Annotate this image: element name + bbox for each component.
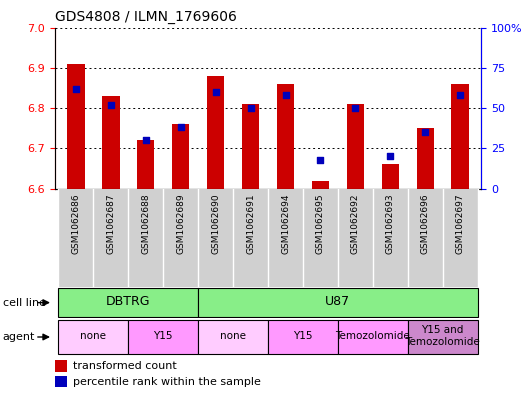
Point <box>316 156 325 163</box>
Text: GSM1062690: GSM1062690 <box>211 193 220 254</box>
Bar <box>163 189 198 287</box>
Text: GSM1062688: GSM1062688 <box>141 193 150 254</box>
Text: Temozolomide: Temozolomide <box>335 331 410 341</box>
Text: cell line: cell line <box>3 298 46 308</box>
Text: Y15 and
Temozolomide: Y15 and Temozolomide <box>405 325 480 347</box>
Bar <box>347 104 364 189</box>
Text: none: none <box>220 331 246 341</box>
Text: U87: U87 <box>325 296 350 309</box>
Bar <box>55 360 67 372</box>
Text: percentile rank within the sample: percentile rank within the sample <box>73 376 260 387</box>
Bar <box>93 189 128 287</box>
Bar <box>451 84 469 189</box>
Bar <box>268 320 338 354</box>
Bar <box>443 189 477 287</box>
Point <box>142 137 150 143</box>
Bar <box>408 189 443 287</box>
Bar <box>242 104 259 189</box>
Bar <box>382 165 399 189</box>
Bar <box>268 189 303 287</box>
Text: GSM1062695: GSM1062695 <box>316 193 325 254</box>
Bar <box>67 64 85 189</box>
Point <box>246 105 255 111</box>
Bar <box>59 189 93 287</box>
Text: GDS4808 / ILMN_1769606: GDS4808 / ILMN_1769606 <box>55 10 237 24</box>
Text: GSM1062691: GSM1062691 <box>246 193 255 254</box>
Text: agent: agent <box>3 332 35 342</box>
Bar <box>338 189 373 287</box>
Text: GSM1062696: GSM1062696 <box>421 193 430 254</box>
Text: none: none <box>81 331 106 341</box>
Bar <box>373 189 408 287</box>
Bar <box>338 320 408 354</box>
Bar <box>408 320 477 354</box>
Text: DBTRG: DBTRG <box>106 296 151 309</box>
Point <box>176 124 185 130</box>
Bar <box>137 140 154 189</box>
Bar <box>128 189 163 287</box>
Text: Y15: Y15 <box>293 331 313 341</box>
Text: GSM1062694: GSM1062694 <box>281 193 290 254</box>
Text: GSM1062697: GSM1062697 <box>456 193 465 254</box>
Bar <box>59 320 128 354</box>
Bar <box>59 288 198 317</box>
Bar <box>312 181 329 189</box>
Bar <box>416 128 434 189</box>
Bar <box>102 96 120 189</box>
Point <box>281 92 290 98</box>
Bar <box>277 84 294 189</box>
Point <box>386 153 394 160</box>
Point <box>456 92 464 98</box>
Bar <box>303 189 338 287</box>
Point <box>211 89 220 95</box>
Point <box>72 86 80 92</box>
Bar <box>198 320 268 354</box>
Text: transformed count: transformed count <box>73 361 177 371</box>
Text: GSM1062687: GSM1062687 <box>106 193 115 254</box>
Bar <box>207 76 224 189</box>
Bar <box>128 320 198 354</box>
Text: GSM1062692: GSM1062692 <box>351 193 360 254</box>
Bar <box>55 376 67 387</box>
Point <box>351 105 360 111</box>
Text: GSM1062686: GSM1062686 <box>71 193 81 254</box>
Point <box>107 102 115 108</box>
Bar <box>172 124 189 189</box>
Text: GSM1062693: GSM1062693 <box>386 193 395 254</box>
Bar <box>233 189 268 287</box>
Bar <box>198 189 233 287</box>
Text: GSM1062689: GSM1062689 <box>176 193 185 254</box>
Bar <box>198 288 477 317</box>
Point <box>421 129 429 135</box>
Text: Y15: Y15 <box>153 331 173 341</box>
